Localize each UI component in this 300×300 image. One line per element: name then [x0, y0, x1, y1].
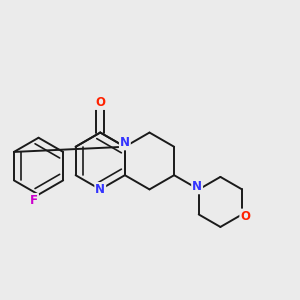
- Text: O: O: [240, 209, 250, 223]
- Text: F: F: [30, 194, 38, 207]
- Text: N: N: [95, 183, 105, 196]
- Text: O: O: [95, 96, 105, 109]
- Text: N: N: [120, 136, 130, 149]
- Text: N: N: [192, 180, 202, 193]
